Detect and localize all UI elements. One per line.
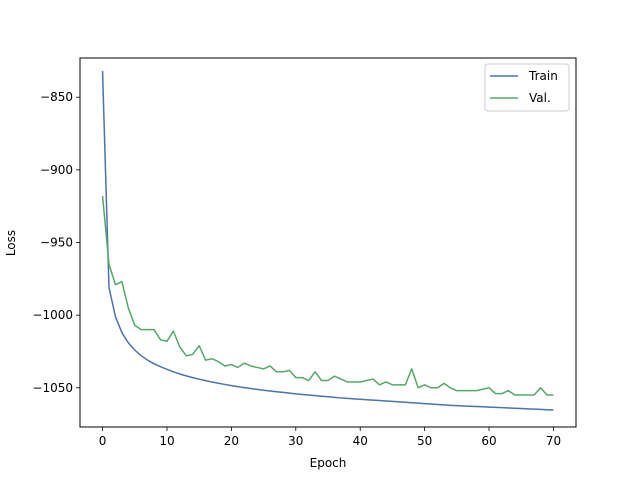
x-tick-label: 20 bbox=[224, 434, 239, 448]
y-tick-label: −1000 bbox=[32, 308, 73, 322]
series-line-val bbox=[101, 195, 554, 396]
series-layer bbox=[101, 71, 554, 411]
y-tick-label: −1050 bbox=[32, 381, 73, 395]
y-axis: −850 −900 −950 −1000 −1050 bbox=[32, 90, 80, 395]
series-line-train bbox=[101, 71, 554, 411]
legend: Train Val. bbox=[484, 63, 570, 112]
x-tick-label: 50 bbox=[417, 434, 432, 448]
x-tick-label: 70 bbox=[546, 434, 561, 448]
x-axis: 0 10 20 30 40 50 60 70 bbox=[99, 427, 561, 448]
x-tick-label: 30 bbox=[288, 434, 303, 448]
y-axis-label: Loss bbox=[4, 230, 18, 256]
y-tick-label: −950 bbox=[40, 236, 73, 250]
x-axis-label: Epoch bbox=[310, 456, 347, 470]
x-tick-label: 60 bbox=[481, 434, 496, 448]
legend-label-val: Val. bbox=[529, 91, 551, 105]
y-tick-label: −900 bbox=[40, 163, 73, 177]
legend-label-train: Train bbox=[528, 69, 558, 83]
x-tick-label: 0 bbox=[99, 434, 107, 448]
x-tick-label: 40 bbox=[353, 434, 368, 448]
y-tick-label: −850 bbox=[40, 90, 73, 104]
x-tick-label: 10 bbox=[159, 434, 174, 448]
